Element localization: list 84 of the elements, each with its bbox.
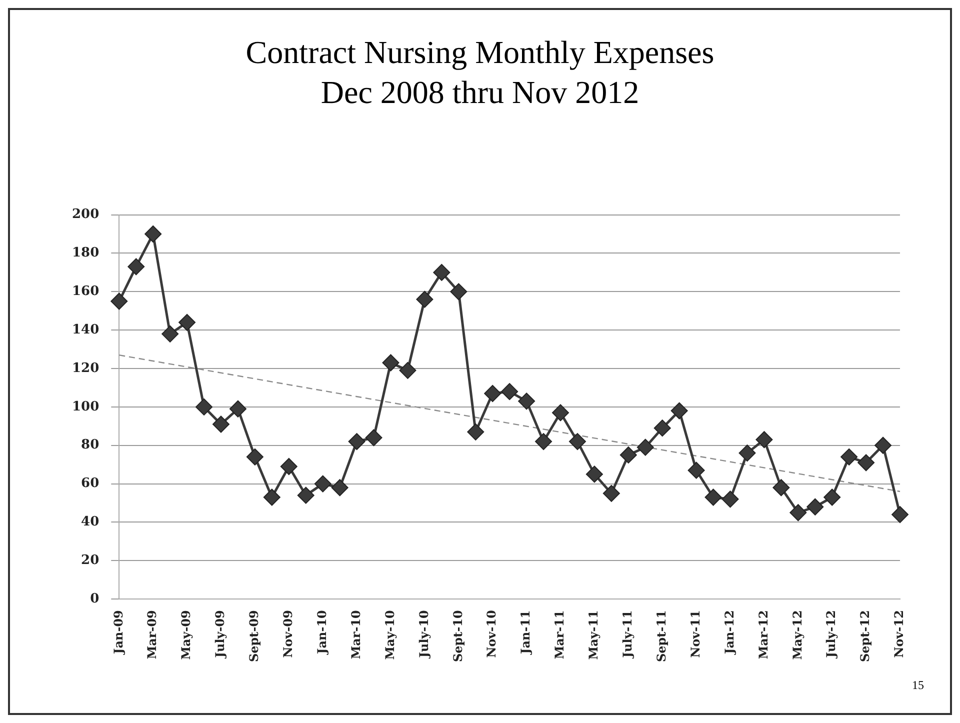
y-tick-label: 120 bbox=[72, 360, 100, 376]
point bbox=[892, 506, 908, 524]
point bbox=[110, 292, 128, 310]
point bbox=[568, 433, 586, 450]
point bbox=[636, 438, 654, 456]
text: 15 bbox=[912, 678, 924, 693]
point bbox=[467, 423, 484, 440]
x-tick-label: Jan-12 bbox=[722, 610, 736, 655]
point bbox=[722, 490, 739, 508]
x-tick-label: Mar-09 bbox=[145, 610, 160, 660]
x-tick-label: Sept-09 bbox=[247, 610, 262, 662]
point bbox=[586, 466, 603, 483]
x-tick-label: May-12 bbox=[790, 610, 804, 660]
point bbox=[756, 431, 773, 448]
point bbox=[450, 283, 468, 300]
y-tick-label: 0 bbox=[90, 591, 100, 606]
point bbox=[688, 462, 705, 479]
point bbox=[501, 383, 518, 400]
point bbox=[670, 402, 688, 420]
chart-title: Contract Nursing Monthly Expenses Dec 2008 thru Nov 2012 bbox=[244, 33, 716, 112]
x-tick-label: Jan-10 bbox=[314, 610, 329, 655]
point bbox=[602, 484, 620, 502]
x-tick-label: July-12 bbox=[824, 610, 838, 659]
point bbox=[331, 479, 348, 496]
y-tick-label: 40 bbox=[81, 514, 100, 530]
point bbox=[128, 258, 145, 276]
x-tick-label: Nov-11 bbox=[688, 610, 702, 658]
point bbox=[824, 488, 841, 506]
x-tick-label: July-09 bbox=[213, 610, 228, 659]
x-tick-label: May-11 bbox=[586, 610, 601, 660]
y-tick-label: 60 bbox=[81, 476, 100, 492]
x-tick-label: Sept-11 bbox=[654, 610, 668, 662]
y-tick-label: 20 bbox=[81, 553, 100, 568]
y-tick-label: 100 bbox=[72, 399, 100, 414]
x-tick-label: Nov-12 bbox=[892, 610, 906, 658]
point bbox=[858, 454, 875, 472]
point bbox=[229, 400, 246, 418]
x-tick-label: Mar-10 bbox=[348, 610, 363, 660]
x-tick-label: Nov-09 bbox=[281, 610, 296, 658]
point bbox=[196, 398, 213, 416]
point bbox=[518, 392, 536, 410]
y-tick-label: 180 bbox=[72, 246, 100, 261]
point bbox=[484, 384, 502, 402]
x-tick-label: May-10 bbox=[382, 610, 397, 660]
point bbox=[212, 416, 230, 433]
point bbox=[772, 479, 790, 496]
x-tick-label: Jan-09 bbox=[111, 610, 126, 655]
point bbox=[416, 290, 434, 308]
y-tick-label: 80 bbox=[81, 438, 100, 453]
x-tick-label: Sept-12 bbox=[858, 610, 872, 662]
point bbox=[399, 362, 416, 379]
point bbox=[297, 486, 314, 504]
point bbox=[790, 504, 807, 522]
point bbox=[280, 458, 298, 476]
y-tick-label: 200 bbox=[72, 207, 100, 222]
point bbox=[263, 488, 280, 506]
point bbox=[704, 488, 722, 506]
x-tick-label: Sept-10 bbox=[450, 610, 465, 662]
x-tick-label: July-10 bbox=[416, 610, 431, 659]
point bbox=[162, 325, 179, 342]
point bbox=[144, 226, 162, 243]
point bbox=[382, 354, 400, 372]
point bbox=[552, 404, 569, 422]
point bbox=[620, 446, 637, 464]
y-tick-label: 160 bbox=[72, 284, 100, 300]
x-tick-label: July-11 bbox=[620, 610, 635, 659]
point bbox=[654, 420, 671, 437]
x-tick-label: Jan-11 bbox=[518, 610, 533, 655]
point bbox=[840, 448, 858, 466]
x-tick-label: Mar-12 bbox=[756, 610, 770, 660]
point bbox=[806, 498, 824, 516]
y-tick-label: 140 bbox=[72, 322, 100, 338]
x-tick-label: Mar-11 bbox=[552, 610, 567, 660]
point bbox=[874, 436, 892, 454]
x-tick-label: Nov-10 bbox=[484, 610, 499, 658]
point bbox=[246, 448, 264, 466]
point bbox=[433, 264, 450, 281]
point bbox=[178, 314, 196, 331]
point bbox=[535, 433, 552, 450]
point bbox=[348, 433, 366, 450]
point bbox=[738, 444, 756, 462]
x-tick-label: May-09 bbox=[179, 610, 194, 660]
point bbox=[365, 429, 382, 446]
point bbox=[314, 475, 332, 492]
